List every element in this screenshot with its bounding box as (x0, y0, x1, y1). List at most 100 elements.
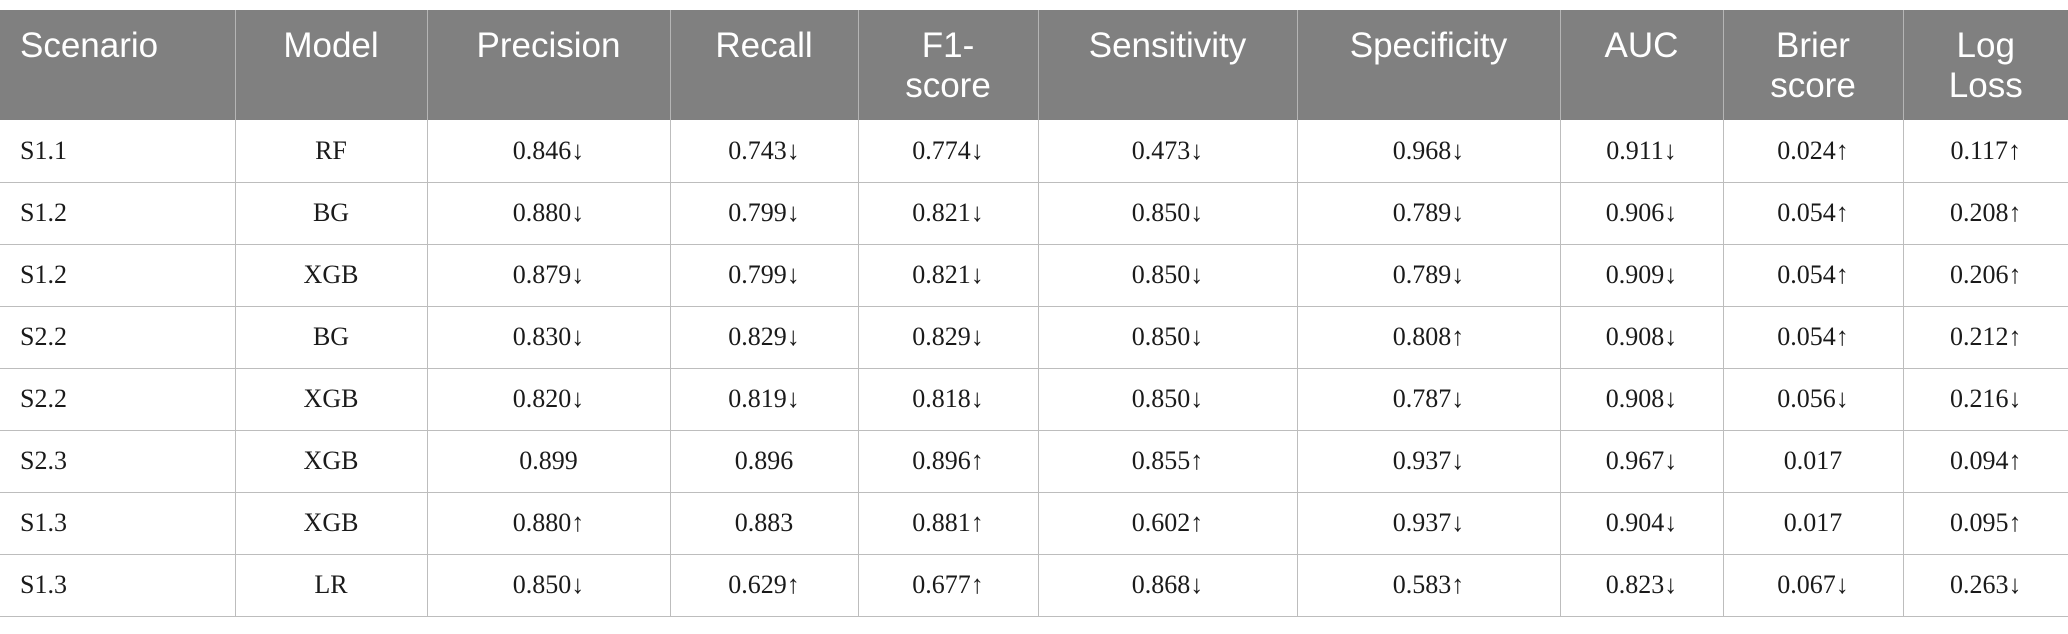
table-cell: S1.3 (0, 492, 236, 555)
table-cell: 0.823↓ (1560, 554, 1724, 617)
table-cell: 0.821↓ (858, 244, 1039, 307)
table-cell: 0.799↓ (670, 182, 859, 245)
column-header: F1- score (858, 10, 1039, 120)
column-header-label: Brier (1776, 26, 1850, 65)
table-row: S1.1 RF 0.846↓ 0.743↓ 0.774↓ 0.473↓ 0.968↓ 0.91… (0, 120, 2068, 183)
table-cell: S1.3 (0, 554, 236, 617)
table-cell: 0.024↑ (1723, 120, 1904, 183)
table-body: S1.1 RF 0.846↓ 0.743↓ 0.774↓ 0.473↓ 0.968↓ 0.91… (0, 120, 2068, 617)
table-cell: 0.473↓ (1038, 120, 1298, 183)
table-cell: 0.054↑ (1723, 244, 1904, 307)
table-cell: 0.117↑ (1903, 120, 2068, 183)
table-cell: 0.906↓ (1560, 182, 1724, 245)
column-header-label: Model (283, 26, 379, 65)
table-cell: 0.908↓ (1560, 368, 1724, 431)
table-row: S1.2 BG 0.880↓ 0.799↓ 0.821↓ 0.850↓ 0.789↓ 0.90… (0, 182, 2068, 245)
table-header: Scenario Model Precision Recall F1- score Sens… (0, 10, 2068, 120)
table-cell: 0.868↓ (1038, 554, 1298, 617)
table-cell: 0.017 (1723, 492, 1904, 555)
table-cell: 0.896 (670, 430, 859, 493)
results-table-container: Scenario Model Precision Recall F1- score Sens… (0, 10, 2068, 617)
column-header-label: F1- (921, 26, 975, 65)
table-row: S2.3 XGB 0.899 0.896 0.896↑ 0.855↑ 0.937↓ 0.967… (0, 430, 2068, 493)
table-cell: 0.908↓ (1560, 306, 1724, 369)
column-header: Model (235, 10, 428, 120)
table-cell: 0.896↑ (858, 430, 1039, 493)
table-cell: 0.819↓ (670, 368, 859, 431)
table-cell: 0.829↓ (670, 306, 859, 369)
table-cell: XGB (235, 430, 428, 493)
table-cell: 0.583↑ (1297, 554, 1561, 617)
table-cell: 0.881↑ (858, 492, 1039, 555)
table-cell: 0.904↓ (1560, 492, 1724, 555)
table-cell: 0.899 (427, 430, 671, 493)
table-row: S2.2 XGB 0.820↓ 0.819↓ 0.818↓ 0.850↓ 0.787↓ 0.9… (0, 368, 2068, 431)
column-header: Scenario (0, 10, 236, 120)
table-row: S1.3 XGB 0.880↑ 0.883 0.881↑ 0.602↑ 0.937↓ 0.90… (0, 492, 2068, 555)
column-header-label: AUC (1604, 26, 1679, 65)
table-cell: BG (235, 306, 428, 369)
table-cell: 0.054↑ (1723, 306, 1904, 369)
table-cell: 0.850↓ (1038, 306, 1298, 369)
table-cell: 0.743↓ (670, 120, 859, 183)
header-row: Scenario Model Precision Recall F1- score Sens… (0, 10, 2068, 120)
table-cell: S2.3 (0, 430, 236, 493)
table-cell: LR (235, 554, 428, 617)
table-cell: 0.829↓ (858, 306, 1039, 369)
table-cell: 0.967↓ (1560, 430, 1724, 493)
table-cell: 0.937↓ (1297, 492, 1561, 555)
table-cell: 0.880↓ (427, 182, 671, 245)
table-cell: 0.216↓ (1903, 368, 2068, 431)
table-cell: 0.789↓ (1297, 182, 1561, 245)
table-cell: 0.850↓ (427, 554, 671, 617)
table-cell: 0.789↓ (1297, 244, 1561, 307)
table-cell: BG (235, 182, 428, 245)
table-cell: XGB (235, 368, 428, 431)
table-cell: 0.850↓ (1038, 368, 1298, 431)
table-cell: 0.909↓ (1560, 244, 1724, 307)
table-cell: 0.017 (1723, 430, 1904, 493)
table-row: S2.2 BG 0.830↓ 0.829↓ 0.829↓ 0.850↓ 0.808↑ 0.90… (0, 306, 2068, 369)
column-header-label: Recall (715, 26, 813, 65)
table-row: S1.3 LR 0.850↓ 0.629↑ 0.677↑ 0.868↓ 0.583↑ 0.82… (0, 554, 2068, 617)
table-cell: 0.677↑ (858, 554, 1039, 617)
table-cell: S2.2 (0, 306, 236, 369)
table-cell: 0.629↑ (670, 554, 859, 617)
table-cell: 0.846↓ (427, 120, 671, 183)
table-cell: 0.212↑ (1903, 306, 2068, 369)
table-cell: 0.850↓ (1038, 182, 1298, 245)
column-header-label: Log (1956, 26, 2015, 65)
table-cell: 0.855↑ (1038, 430, 1298, 493)
table-cell: 0.821↓ (858, 182, 1039, 245)
table-cell: 0.067↓ (1723, 554, 1904, 617)
column-header-label: Specificity (1349, 26, 1508, 65)
column-header-label: score (905, 66, 991, 105)
table-cell: 0.820↓ (427, 368, 671, 431)
table-cell: 0.808↑ (1297, 306, 1561, 369)
table-cell: 0.799↓ (670, 244, 859, 307)
table-cell: 0.054↑ (1723, 182, 1904, 245)
column-header-label: Sensitivity (1088, 26, 1247, 65)
table-cell: 0.880↑ (427, 492, 671, 555)
column-header-label: Loss (1948, 66, 2023, 105)
column-header: AUC (1560, 10, 1724, 120)
column-header-label: Scenario (20, 26, 159, 65)
table-cell: 0.830↓ (427, 306, 671, 369)
table-cell: S1.1 (0, 120, 236, 183)
table-row: S1.2 XGB 0.879↓ 0.799↓ 0.821↓ 0.850↓ 0.789↓ 0.9… (0, 244, 2068, 307)
column-header: Log Loss (1903, 10, 2068, 120)
table-cell: 0.911↓ (1560, 120, 1724, 183)
table-cell: S2.2 (0, 368, 236, 431)
column-header: Sensitivity (1038, 10, 1298, 120)
table-cell: 0.056↓ (1723, 368, 1904, 431)
results-table: Scenario Model Precision Recall F1- score Sens… (0, 10, 2068, 617)
table-cell: 0.094↑ (1903, 430, 2068, 493)
column-header-label: Precision (476, 26, 621, 65)
column-header: Brier score (1723, 10, 1904, 120)
column-header: Precision (427, 10, 671, 120)
table-cell: 0.787↓ (1297, 368, 1561, 431)
table-cell: S1.2 (0, 182, 236, 245)
table-cell: S1.2 (0, 244, 236, 307)
table-cell: 0.095↑ (1903, 492, 2068, 555)
table-cell: 0.850↓ (1038, 244, 1298, 307)
